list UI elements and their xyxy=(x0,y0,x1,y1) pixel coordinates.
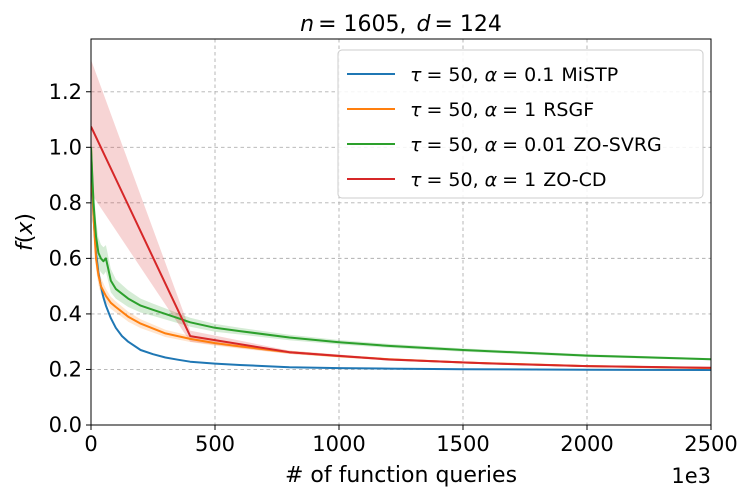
x-tick-label: 1000 xyxy=(312,432,365,456)
x-tick-label: 2000 xyxy=(560,432,613,456)
y-axis-ticks: 0.0 0.2 0.4 0.6 0.8 1.0 1.2 xyxy=(49,80,91,437)
chart-title: n = 1605, d = 124 xyxy=(300,12,502,37)
series-lines xyxy=(91,126,711,371)
y-tick-label: 1.0 xyxy=(49,135,82,159)
x-axis-offset-label: 1e3 xyxy=(671,464,711,488)
y-tick-label: 0.2 xyxy=(49,357,82,381)
y-axis-label: f(x) xyxy=(13,213,38,251)
legend: τ = 50, α = 0.1 MiSTP τ = 50, α = 1 RSGF τ = 50, α = … xyxy=(337,49,704,199)
y-tick-label: 1.2 xyxy=(49,80,82,104)
plot-frame xyxy=(90,38,712,426)
legend-label-rsgf: τ = 50, α = 1 RSGF xyxy=(410,99,594,121)
series-line-zo-cd xyxy=(91,126,711,369)
legend-box xyxy=(337,49,704,199)
x-tick-label: 500 xyxy=(195,432,235,456)
legend-label-zo-svrg: τ = 50, α = 0.01 ZO-SVRG xyxy=(410,134,662,156)
x-axis-ticks: 0 500 1000 1500 2000 2500 xyxy=(84,425,738,456)
x-axis-label: # of function queries xyxy=(285,463,517,488)
x-tick-label: 1500 xyxy=(436,432,489,456)
y-tick-label: 0.8 xyxy=(49,191,82,215)
y-tick-label: 0.0 xyxy=(49,413,82,437)
y-tick-label: 0.4 xyxy=(49,302,82,326)
x-tick-label: 2500 xyxy=(684,432,737,456)
y-tick-label: 0.6 xyxy=(49,246,82,270)
x-tick-label: 0 xyxy=(84,432,97,456)
legend-label-mistp: τ = 50, α = 0.1 MiSTP xyxy=(410,64,618,86)
series-line-zo-svrg xyxy=(91,147,711,361)
legend-label-zo-cd: τ = 50, α = 1 ZO-CD xyxy=(410,169,607,191)
